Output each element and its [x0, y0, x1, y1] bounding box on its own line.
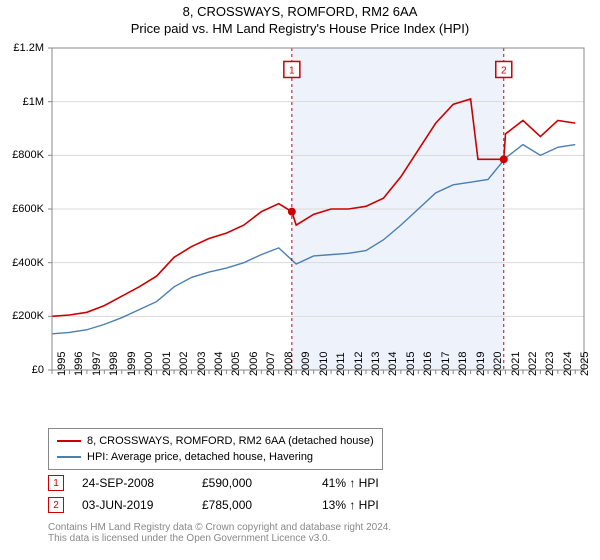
x-tick-label: 2009 [300, 352, 312, 376]
legend-label: HPI: Average price, detached house, Have… [87, 451, 313, 463]
sale-date: 03-JUN-2019 [82, 498, 202, 512]
x-tick-label: 2022 [527, 352, 539, 376]
y-tick-label: £0 [4, 364, 44, 376]
chart-container: 8, CROSSWAYS, ROMFORD, RM2 6AA Price pai… [0, 0, 600, 560]
footer-line: This data is licensed under the Open Gov… [48, 533, 391, 544]
x-tick-label: 2004 [213, 352, 225, 376]
sale-marker-icon: 2 [48, 497, 64, 513]
sale-row: 2 03-JUN-2019 £785,000 13% ↑ HPI [48, 494, 412, 516]
y-tick-label: £200K [4, 310, 44, 322]
x-tick-label: 2025 [579, 352, 591, 376]
x-tick-label: 2024 [562, 352, 574, 376]
x-tick-label: 2019 [475, 352, 487, 376]
legend: 8, CROSSWAYS, ROMFORD, RM2 6AA (detached… [48, 428, 383, 470]
x-tick-label: 1999 [126, 352, 138, 376]
svg-text:1: 1 [289, 65, 295, 76]
footer: Contains HM Land Registry data © Crown c… [48, 522, 391, 544]
sale-row: 1 24-SEP-2008 £590,000 41% ↑ HPI [48, 472, 412, 494]
sale-pct: 13% ↑ HPI [322, 498, 412, 512]
x-tick-label: 2001 [161, 352, 173, 376]
x-tick-label: 2018 [457, 352, 469, 376]
title-block: 8, CROSSWAYS, ROMFORD, RM2 6AA Price pai… [0, 0, 600, 36]
x-tick-label: 1996 [73, 352, 85, 376]
x-tick-label: 2011 [335, 352, 347, 376]
x-tick-label: 2008 [283, 352, 295, 376]
chart-svg: 12 [48, 44, 588, 374]
price-chart: 12 [48, 44, 588, 374]
svg-text:2: 2 [501, 65, 507, 76]
sale-pct: 41% ↑ HPI [322, 476, 412, 490]
x-tick-label: 2006 [248, 352, 260, 376]
x-tick-label: 2002 [178, 352, 190, 376]
page-title: 8, CROSSWAYS, ROMFORD, RM2 6AA [0, 4, 600, 19]
legend-item: 8, CROSSWAYS, ROMFORD, RM2 6AA (detached… [57, 433, 374, 449]
legend-swatch [57, 456, 81, 458]
y-tick-label: £400K [4, 257, 44, 269]
y-tick-label: £600K [4, 203, 44, 215]
x-tick-label: 2000 [143, 352, 155, 376]
sale-date: 24-SEP-2008 [82, 476, 202, 490]
sale-price: £785,000 [202, 498, 322, 512]
y-tick-label: £1M [4, 96, 44, 108]
x-tick-label: 2021 [510, 352, 522, 376]
x-tick-label: 2012 [353, 352, 365, 376]
y-tick-label: £1.2M [4, 42, 44, 54]
x-tick-label: 2020 [492, 352, 504, 376]
x-tick-label: 2017 [440, 352, 452, 376]
x-tick-label: 2015 [405, 352, 417, 376]
x-tick-label: 2003 [196, 352, 208, 376]
x-tick-label: 2013 [370, 352, 382, 376]
x-tick-label: 2005 [230, 352, 242, 376]
legend-label: 8, CROSSWAYS, ROMFORD, RM2 6AA (detached… [87, 435, 374, 447]
x-tick-label: 2007 [265, 352, 277, 376]
legend-swatch [57, 440, 81, 442]
x-tick-label: 2010 [318, 352, 330, 376]
page-subtitle: Price paid vs. HM Land Registry's House … [0, 21, 600, 36]
footer-line: Contains HM Land Registry data © Crown c… [48, 522, 391, 533]
x-tick-label: 1995 [56, 352, 68, 376]
y-tick-label: £800K [4, 149, 44, 161]
legend-item: HPI: Average price, detached house, Have… [57, 449, 374, 465]
x-tick-label: 1997 [91, 352, 103, 376]
sales-table: 1 24-SEP-2008 £590,000 41% ↑ HPI 2 03-JU… [48, 472, 412, 516]
sale-price: £590,000 [202, 476, 322, 490]
x-tick-label: 1998 [108, 352, 120, 376]
x-tick-label: 2023 [544, 352, 556, 376]
x-tick-label: 2016 [422, 352, 434, 376]
x-tick-label: 2014 [387, 352, 399, 376]
sale-marker-icon: 1 [48, 475, 64, 491]
